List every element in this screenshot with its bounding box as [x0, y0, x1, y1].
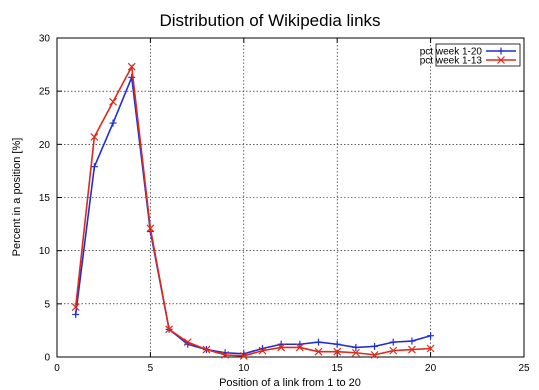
data-point	[71, 303, 80, 311]
data-point	[407, 345, 416, 354]
y-tick-label: 30	[39, 34, 51, 45]
data-point	[333, 347, 342, 356]
data-point	[333, 340, 341, 348]
data-point	[295, 343, 304, 352]
data-point	[127, 62, 136, 71]
grid	[57, 38, 524, 357]
x-tick-label: 10	[238, 363, 250, 374]
chart-title: Distribution of Wikipedia links	[159, 11, 380, 30]
data-point	[72, 310, 80, 318]
x-axis-label: Position of a link from 1 to 20	[219, 377, 361, 389]
data-point	[165, 325, 174, 334]
y-tick-label: 20	[39, 140, 51, 151]
legend-marker-1	[497, 47, 505, 55]
data-point	[351, 348, 360, 357]
data-point	[408, 337, 416, 345]
data-point	[314, 347, 323, 356]
y-tick-label: 0	[44, 353, 50, 364]
x-tick-label: 15	[332, 363, 344, 374]
y-tick-label: 15	[39, 193, 51, 204]
series-line	[74, 74, 431, 355]
data-point	[389, 346, 398, 355]
axes: 0 5 10 15 20 25 0 5 10 15 20 25 30	[39, 34, 530, 375]
x-tick-label: 0	[54, 363, 60, 374]
data-point	[277, 343, 286, 352]
legend-marker-2	[497, 56, 505, 64]
x-tick-label: 5	[148, 363, 154, 374]
y-tick-label: 10	[39, 246, 51, 257]
series-1	[72, 73, 435, 358]
data-point	[315, 338, 323, 346]
x-tick-label: 25	[518, 363, 530, 374]
legend-label-2: pct week 1-13	[420, 56, 483, 67]
data-point	[183, 338, 192, 347]
data-point	[109, 97, 117, 106]
y-tick-label: 5	[44, 299, 50, 310]
series-group	[71, 62, 435, 360]
data-point	[277, 340, 285, 348]
data-point	[146, 224, 155, 233]
y-axis-label: Percent in a position [%]	[11, 138, 23, 257]
data-point	[370, 350, 379, 359]
data-point	[258, 346, 267, 355]
data-point	[90, 132, 99, 141]
data-point	[296, 340, 304, 348]
data-point	[128, 73, 136, 81]
data-point	[389, 338, 397, 346]
data-point	[90, 163, 98, 171]
data-point	[221, 350, 230, 359]
legend-label-1: pct week 1-20	[420, 47, 483, 58]
series-2	[71, 62, 435, 360]
data-point	[371, 342, 379, 350]
data-point	[109, 119, 117, 127]
data-point	[239, 352, 248, 360]
x-tick-label: 20	[425, 363, 437, 374]
data-point	[352, 343, 360, 351]
data-point	[427, 332, 435, 340]
data-point	[202, 345, 211, 354]
data-point	[426, 344, 435, 353]
series-line	[74, 64, 431, 357]
y-tick-label: 25	[39, 87, 51, 98]
